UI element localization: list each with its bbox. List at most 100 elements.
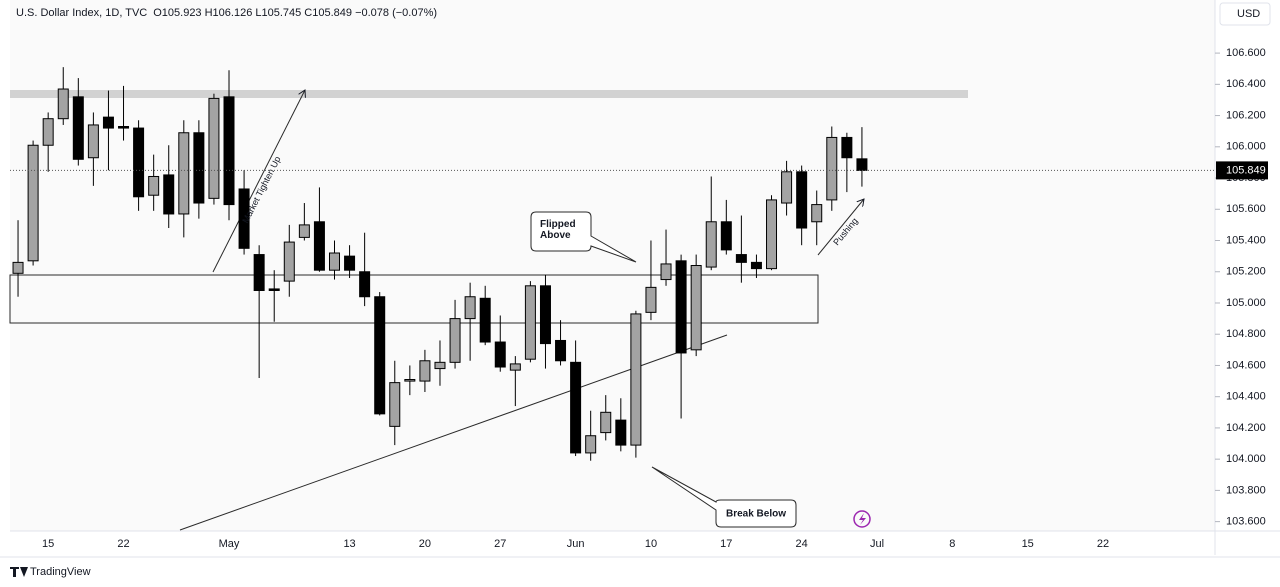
candle-body — [118, 126, 130, 129]
candle-body — [720, 221, 732, 251]
candle-body — [72, 96, 84, 160]
candle-body — [223, 96, 235, 206]
candle-body — [479, 297, 491, 343]
x-tick-label: 22 — [117, 538, 129, 550]
y-tick-label: 103.800 — [1226, 484, 1266, 496]
candle-body — [344, 255, 356, 271]
candle-body — [163, 174, 175, 215]
symbol: U.S. Dollar Index, 1D, TVC — [16, 7, 147, 19]
arrow — [212, 90, 305, 273]
y-tick-label: 106.200 — [1226, 109, 1266, 121]
candle-body — [389, 382, 401, 427]
y-tick-label: 104.800 — [1226, 328, 1266, 340]
candle-body — [313, 221, 325, 271]
candle-body — [87, 124, 99, 159]
candle-body — [434, 361, 446, 370]
y-tick-label: 105.400 — [1226, 234, 1266, 246]
x-tick-label: 17 — [720, 538, 732, 550]
callout — [651, 466, 797, 528]
candle-body — [811, 204, 823, 223]
y-tick-label: 105.200 — [1226, 266, 1266, 278]
plot-area — [10, 0, 1215, 531]
y-tick-label: 104.200 — [1226, 422, 1266, 434]
candle-body — [570, 361, 582, 454]
candle-body — [796, 171, 808, 229]
candle-body — [133, 127, 145, 198]
candle-body — [374, 296, 386, 415]
y-tick-label: 106.000 — [1226, 141, 1266, 153]
candle-body — [539, 285, 551, 345]
y-tick-label: 103.600 — [1226, 516, 1266, 528]
last-price-box — [1216, 161, 1268, 180]
candle-body — [735, 254, 747, 263]
candle-body — [268, 288, 280, 291]
x-tick-label: 13 — [343, 538, 355, 550]
candle-body — [328, 252, 340, 271]
candle-body — [690, 265, 702, 351]
x-tick-label: May — [219, 538, 240, 550]
x-tick-label: 27 — [494, 538, 506, 550]
candle-body — [57, 88, 69, 120]
x-tick-label: 15 — [42, 538, 54, 550]
candle-body — [660, 263, 672, 281]
y-tick-label: 106.400 — [1226, 78, 1266, 90]
candle-body — [193, 132, 205, 204]
candle-body — [253, 254, 265, 291]
candle-body — [585, 435, 597, 454]
candle-body — [283, 241, 295, 282]
y-tick-label: 106.600 — [1226, 47, 1266, 59]
candle-body — [404, 379, 416, 382]
x-tick-label: Jul — [870, 538, 884, 550]
candle-body — [750, 261, 762, 270]
candles — [12, 67, 868, 461]
candle-body — [494, 341, 506, 368]
candle-body — [464, 296, 476, 320]
candle-body — [841, 136, 853, 159]
x-tick-label: 10 — [645, 538, 657, 550]
candle-body — [826, 136, 838, 201]
candle-body — [102, 116, 114, 129]
x-tick-label: 8 — [949, 538, 955, 550]
candle-body — [856, 158, 868, 171]
x-tick-label: 15 — [1022, 538, 1034, 550]
y-tick-label: 105.600 — [1226, 203, 1266, 215]
last-price-label: 105.849 — [1226, 164, 1266, 176]
candle-body — [148, 175, 160, 196]
arrow — [817, 199, 864, 256]
candle-body — [630, 313, 642, 446]
ohlc: O105.923 H106.126 L105.745 C105.849 −0.0… — [153, 7, 437, 19]
candle-body — [298, 224, 310, 238]
y-tick-label: 104.000 — [1226, 453, 1266, 465]
callout — [530, 211, 637, 263]
y-tick-label: 105.000 — [1226, 297, 1266, 309]
candle-body — [359, 271, 371, 298]
brand: TradingView — [30, 566, 91, 578]
currency-button[interactable] — [1219, 2, 1271, 26]
candle-body — [449, 318, 461, 363]
candle-body — [781, 171, 793, 204]
candle-body — [27, 144, 39, 262]
candle-body — [766, 199, 778, 270]
event-icon[interactable] — [853, 510, 871, 528]
support-zone — [9, 274, 819, 324]
candle-body — [555, 339, 567, 362]
chart-title: U.S. Dollar Index, 1D, TVC O105.923 H106.… — [16, 7, 437, 19]
candle-body — [524, 285, 536, 360]
x-tick-label: 22 — [1097, 538, 1109, 550]
candle-body — [419, 360, 431, 382]
candle-body — [705, 221, 717, 268]
candle-body — [600, 411, 612, 434]
candle-body — [208, 97, 220, 199]
annotation: Break Below — [726, 509, 786, 520]
event-icon — [859, 513, 866, 525]
candle-body — [238, 188, 250, 249]
candle-body — [42, 118, 54, 146]
y-tick-label: 104.400 — [1226, 391, 1266, 403]
logo — [10, 567, 28, 577]
candle-body — [509, 363, 521, 371]
candle-body — [12, 261, 24, 274]
currency: USD — [1237, 8, 1260, 20]
x-tick-label: 24 — [796, 538, 808, 550]
callout-text: Flipped Above — [540, 219, 576, 241]
